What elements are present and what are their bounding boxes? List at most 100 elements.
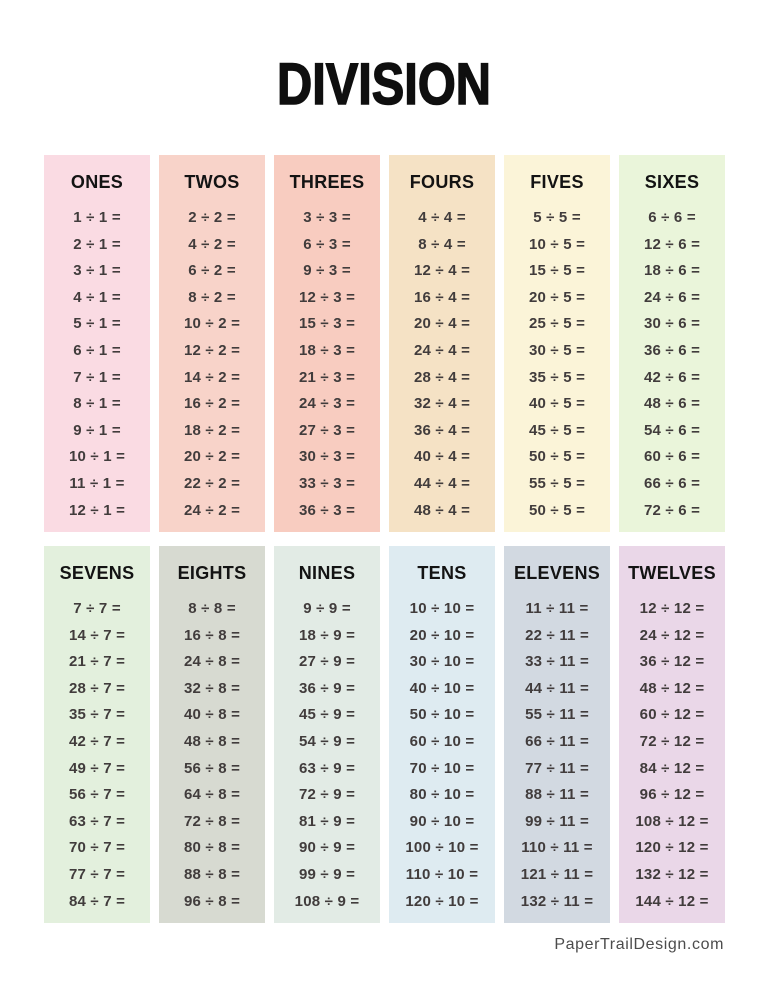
equation-row: 72 ÷ 9 = [298,786,356,804]
equation-row: 77 ÷ 11 = [525,759,589,777]
equation-row: 77 ÷ 7 = [68,865,126,883]
equation-row: 18 ÷ 3 = [298,341,356,359]
division-column-fours: FOURS 4 ÷ 4 = 8 ÷ 4 = 12 ÷ 4 = 16 ÷ 4 = 20 ÷ … [389,155,495,532]
equation-row: 6 ÷ 1 = [73,341,121,359]
equation-row: 50 ÷ 5 = [528,501,586,519]
equation-row: 72 ÷ 8 = [183,812,241,830]
equation-row: 22 ÷ 2 = [183,474,241,492]
equation-row: 48 ÷ 8 = [183,732,241,750]
equation-row: 36 ÷ 12 = [639,653,705,671]
equation-row: 108 ÷ 9 = [294,892,360,910]
equation-row: 7 ÷ 7 = [73,600,121,617]
column-header: ELEVENS [513,563,601,583]
equation-row: 48 ÷ 12 = [639,679,705,697]
equation-row: 55 ÷ 5 = [528,474,586,492]
equation-row: 16 ÷ 8 = [183,626,241,644]
equation-row: 96 ÷ 8 = [183,892,241,910]
equation-row: 88 ÷ 8 = [183,865,241,883]
equation-row: 12 ÷ 2 = [183,341,241,359]
equation-row: 33 ÷ 11 = [525,653,589,671]
equation-row: 60 ÷ 12 = [639,706,705,724]
equation-row: 8 ÷ 8 = [188,600,236,617]
equation-row: 63 ÷ 9 = [298,759,356,777]
column-header: SIXES [644,172,700,192]
equation-row: 121 ÷ 11 = [520,865,594,883]
equation-row: 9 ÷ 9 = [303,600,351,617]
equation-row: 90 ÷ 9 = [298,839,356,857]
equation-row: 4 ÷ 4 = [418,209,466,226]
equation-row: 11 ÷ 11 = [525,600,589,617]
equation-row: 5 ÷ 5 = [533,209,581,226]
equation-row: 54 ÷ 9 = [298,732,356,750]
equation-row: 27 ÷ 3 = [298,421,356,439]
equation-row: 28 ÷ 7 = [68,679,126,697]
equation-row: 42 ÷ 7 = [68,732,126,750]
equation-row: 44 ÷ 4 = [413,474,471,492]
division-column-sevens: SEVENS 7 ÷ 7 = 14 ÷ 7 = 21 ÷ 7 = 28 ÷ 7 = 35 … [44,546,150,923]
table-section-2: SEVENS 7 ÷ 7 = 14 ÷ 7 = 21 ÷ 7 = 28 ÷ 7 = 35 … [44,546,725,923]
equation-row: 3 ÷ 1 = [73,262,121,280]
equation-row: 40 ÷ 10 = [409,679,475,697]
equation-row: 36 ÷ 6 = [643,341,701,359]
equation-row: 30 ÷ 3 = [298,448,356,466]
equation-row: 144 ÷ 12 = [635,892,709,910]
column-header: TWOS [184,172,240,192]
equation-row: 99 ÷ 9 = [298,865,356,883]
equation-row: 72 ÷ 6 = [643,501,701,519]
equation-row: 12 ÷ 3 = [298,288,356,306]
equation-row: 4 ÷ 2 = [188,235,236,253]
equation-row: 21 ÷ 3 = [298,368,356,386]
equation-row: 8 ÷ 4 = [418,235,466,253]
equation-row: 35 ÷ 5 = [528,368,586,386]
equation-row: 40 ÷ 4 = [413,448,471,466]
equation-row: 70 ÷ 7 = [68,839,126,857]
equation-row: 20 ÷ 10 = [409,626,475,644]
equation-row: 14 ÷ 2 = [183,368,241,386]
equation-row: 1 ÷ 1 = [73,209,121,226]
equation-row: 24 ÷ 12 = [639,626,705,644]
equation-row: 16 ÷ 4 = [413,288,471,306]
equation-row: 48 ÷ 4 = [413,501,471,519]
equation-row: 36 ÷ 9 = [298,679,356,697]
column-header: EIGHTS [177,563,247,583]
equation-row: 120 ÷ 12 = [635,839,709,857]
equation-row: 100 ÷ 10 = [405,839,479,857]
equation-row: 8 ÷ 1 = [73,395,121,413]
equation-row: 12 ÷ 6 = [643,235,701,253]
equation-row: 18 ÷ 6 = [643,262,701,280]
footer-credit: PaperTrailDesign.com [554,936,724,953]
equation-row: 5 ÷ 1 = [73,315,121,333]
equation-row: 7 ÷ 1 = [73,368,121,386]
equation-row: 30 ÷ 5 = [528,341,586,359]
equation-row: 40 ÷ 8 = [183,706,241,724]
division-column-sixes: SIXES 6 ÷ 6 = 12 ÷ 6 = 18 ÷ 6 = 24 ÷ 6 = 30 ÷… [619,155,725,532]
equation-row: 132 ÷ 11 = [520,892,594,910]
equation-row: 10 ÷ 1 = [68,448,126,466]
equation-row: 6 ÷ 2 = [188,262,236,280]
equation-row: 50 ÷ 10 = [409,706,475,724]
equation-row: 15 ÷ 5 = [528,262,586,280]
equation-row: 9 ÷ 1 = [73,421,121,439]
equation-row: 99 ÷ 11 = [525,812,589,830]
equation-row: 64 ÷ 8 = [183,786,241,804]
equation-row: 36 ÷ 3 = [298,501,356,519]
column-header: TENS [417,563,467,583]
equation-row: 30 ÷ 10 = [409,653,475,671]
equation-row: 66 ÷ 6 = [643,474,701,492]
equation-row: 24 ÷ 8 = [183,653,241,671]
equation-row: 110 ÷ 11 = [521,839,593,857]
equation-row: 9 ÷ 3 = [303,262,351,280]
equation-row: 44 ÷ 11 = [525,679,589,697]
division-column-elevens: ELEVENS 11 ÷ 11 = 22 ÷ 11 = 33 ÷ 11 = 44 ÷ 1… [504,546,610,923]
equation-row: 12 ÷ 1 = [68,501,126,519]
equation-row: 12 ÷ 4 = [413,262,471,280]
division-column-tens: TENS 10 ÷ 10 = 20 ÷ 10 = 30 ÷ 10 = 40 ÷ 10 =… [389,546,495,923]
equation-row: 12 ÷ 12 = [639,600,705,617]
equation-row: 48 ÷ 6 = [643,395,701,413]
equation-row: 4 ÷ 1 = [73,288,121,306]
equation-row: 132 ÷ 12 = [635,865,709,883]
equation-row: 120 ÷ 10 = [405,892,479,910]
equation-row: 24 ÷ 6 = [643,288,701,306]
equation-row: 16 ÷ 2 = [183,395,241,413]
column-header: ONES [70,172,124,192]
